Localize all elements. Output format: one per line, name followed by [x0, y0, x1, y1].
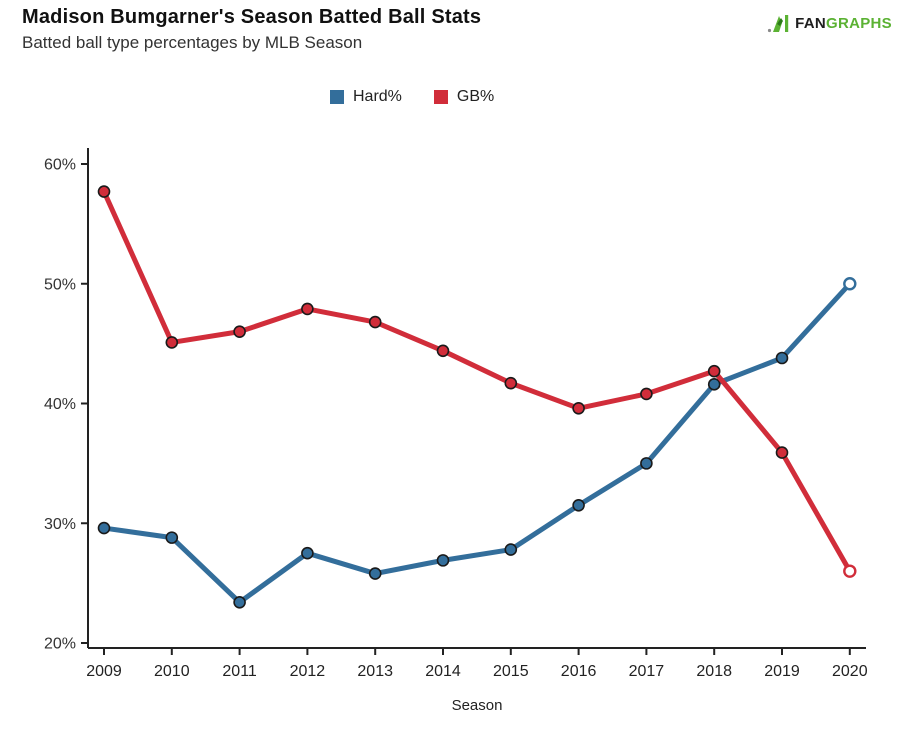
data-point-GB%-2011 — [233, 325, 246, 338]
fangraphs-climber-icon — [768, 15, 789, 33]
data-point-GB%-2019 — [775, 446, 789, 459]
legend-item-gb: GB% — [433, 88, 495, 106]
data-point-Hard%-2015 — [504, 543, 518, 556]
chart-legend: Hard% GB% — [330, 88, 494, 106]
x-axis-title: Season — [452, 697, 503, 714]
x-tick-label: 2010 — [154, 663, 190, 680]
logo-text-graphs: GRAPHS — [826, 14, 892, 32]
legend-label-gb: GB% — [456, 88, 495, 105]
page-title: Madison Bumgarner's Season Batted Ball S… — [22, 6, 482, 28]
x-tick-label: 2018 — [696, 663, 732, 680]
line-chart: 20% 30% 40% 50% 60% 2009 2010 2011 2012 2013 2014 2… — [0, 120, 900, 720]
x-tick-label: 2020 — [832, 663, 868, 680]
legend-swatch-gb — [433, 90, 448, 104]
data-point-GB%-2020 — [843, 564, 857, 578]
data-point-GB%-2012 — [301, 302, 314, 316]
data-point-GB%-2016 — [572, 401, 585, 415]
data-point-Hard%-2016 — [572, 498, 585, 512]
legend-label-hard: Hard% — [353, 88, 402, 105]
data-point-Hard%-2019 — [775, 351, 789, 365]
y-tick-label: 60% — [44, 157, 76, 174]
y-tick-label: 40% — [44, 396, 76, 413]
x-tick-label: 2011 — [222, 663, 257, 680]
data-point-Hard%-2020 — [843, 277, 857, 291]
data-point-Hard%-2013 — [368, 567, 382, 580]
data-point-GB%-2014 — [436, 344, 450, 358]
data-point-Hard%-2018 — [707, 378, 721, 391]
x-tick-label: 2017 — [629, 663, 665, 680]
page-subtitle: Batted ball type percentages by MLB Seas… — [22, 33, 363, 52]
data-point-Hard%-2014 — [436, 554, 450, 567]
data-point-GB%-2017 — [640, 387, 653, 401]
series-line-GB% — [101, 189, 853, 574]
data-point-GB%-2010 — [165, 336, 179, 349]
fangraphs-logo: FANGRAPHS — [767, 12, 892, 34]
x-tick-label: 2012 — [290, 663, 326, 680]
data-point-Hard%-2009 — [97, 521, 111, 535]
logo-text-fan: FAN — [795, 14, 827, 32]
x-tick-label: 2009 — [86, 663, 122, 680]
data-point-GB%-2013 — [368, 315, 382, 329]
y-tick-label: 20% — [44, 636, 76, 653]
data-point-GB%-2018 — [707, 364, 721, 378]
y-tick-label: 50% — [44, 276, 76, 293]
data-point-Hard%-2012 — [301, 546, 314, 560]
legend-swatch-hard — [330, 90, 344, 104]
data-point-GB%-2009 — [97, 185, 111, 198]
legend-item-hard: Hard% — [330, 88, 402, 106]
x-tick-label: 2014 — [425, 663, 461, 680]
x-tick-label: 2013 — [357, 663, 393, 680]
data-point-Hard%-2011 — [233, 595, 246, 609]
data-point-Hard%-2010 — [165, 531, 179, 544]
data-point-Hard%-2017 — [640, 457, 653, 470]
x-tick-label: 2016 — [561, 663, 597, 680]
data-point-GB%-2015 — [504, 376, 518, 390]
x-tick-label: 2015 — [493, 663, 529, 680]
line-chart-svg: 20% 30% 40% 50% 60% 2009 2010 2011 2012 2013 2014 2… — [44, 148, 868, 714]
series-line-Hard% — [101, 281, 853, 605]
x-tick-label: 2019 — [764, 663, 800, 680]
y-tick-label: 30% — [44, 516, 76, 533]
